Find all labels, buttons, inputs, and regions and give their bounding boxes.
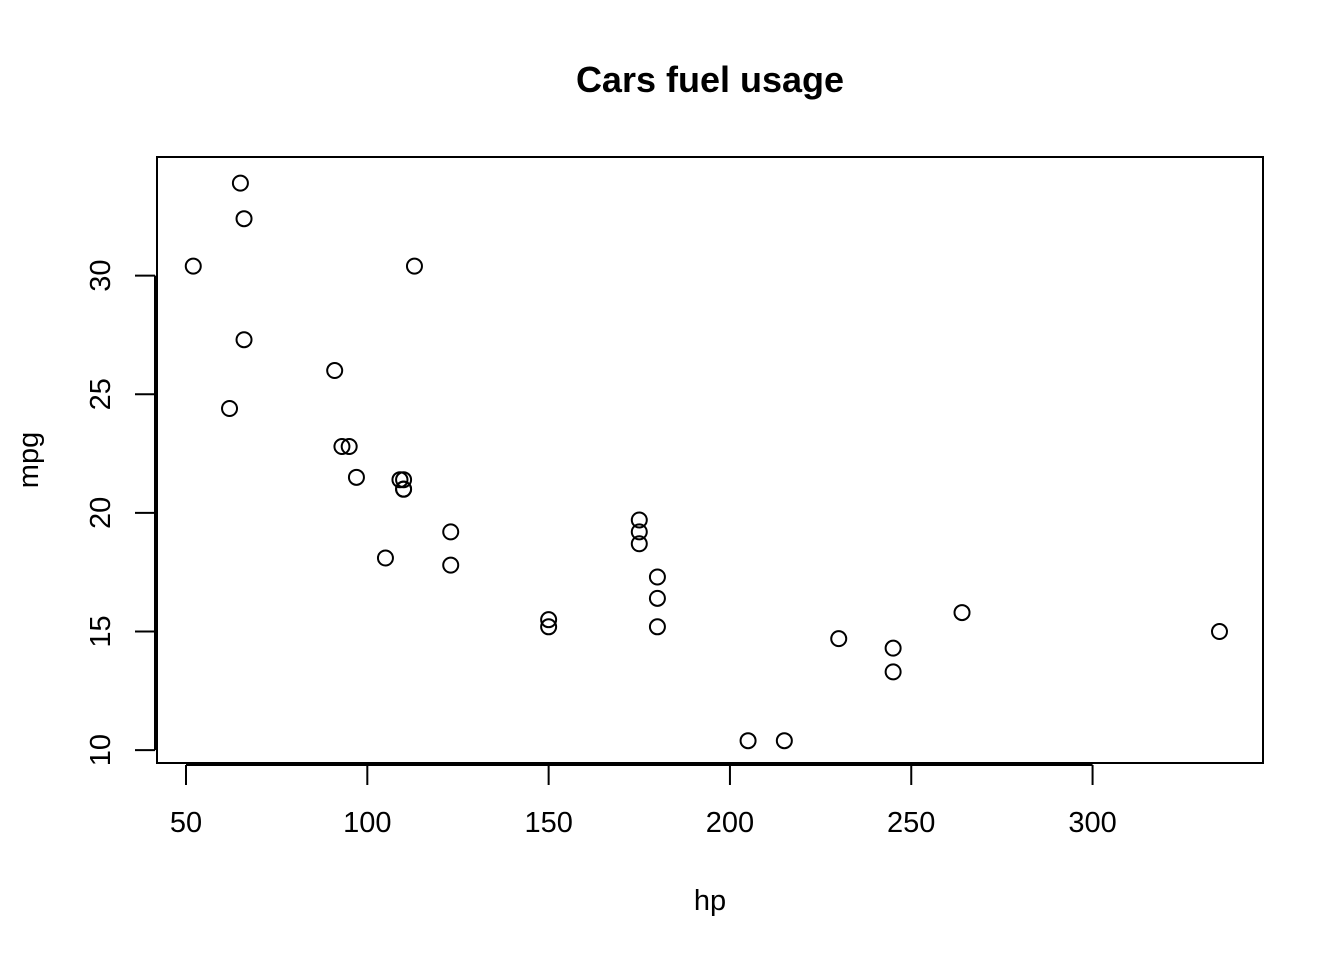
data-point — [775, 732, 793, 750]
data-point — [347, 468, 365, 486]
data-point — [442, 523, 460, 541]
y-axis-label: mpg — [13, 432, 45, 488]
plot-frame — [156, 156, 1264, 764]
chart-title: Cars fuel usage — [576, 59, 844, 100]
data-point — [630, 535, 648, 553]
data-point — [884, 663, 902, 681]
y-tick-label: 25 — [85, 378, 117, 410]
data-point — [648, 568, 666, 586]
data-point — [333, 437, 351, 455]
y-tick-label: 20 — [85, 497, 117, 529]
data-point — [884, 639, 902, 657]
data-point — [739, 732, 757, 750]
x-tick-label: 200 — [706, 807, 754, 839]
data-point — [184, 257, 202, 275]
data-point — [630, 511, 648, 529]
data-points — [184, 174, 1228, 750]
data-point — [326, 362, 344, 380]
data-point — [648, 589, 666, 607]
x-tick-label: 150 — [524, 807, 572, 839]
data-point — [395, 480, 413, 498]
data-point — [231, 174, 249, 192]
data-point — [395, 471, 413, 489]
y-axis: 10 15 20 25 30 — [85, 260, 156, 766]
x-axis: 50 100 150 200 250 300 — [170, 764, 1117, 839]
data-point — [648, 618, 666, 636]
x-tick-label: 250 — [887, 807, 935, 839]
x-tick-label: 300 — [1068, 807, 1116, 839]
y-tick-label: 15 — [85, 615, 117, 647]
data-point — [221, 400, 239, 418]
data-point — [376, 549, 394, 567]
data-point — [630, 523, 648, 541]
data-point — [405, 257, 423, 275]
x-tick-label: 50 — [170, 807, 202, 839]
data-point — [1210, 623, 1228, 641]
y-tick-label: 30 — [85, 260, 117, 292]
data-point — [391, 471, 409, 489]
data-point — [235, 331, 253, 349]
data-point — [830, 630, 848, 648]
y-tick-label: 10 — [85, 734, 117, 766]
data-point — [235, 210, 253, 228]
data-point — [540, 618, 558, 636]
data-point — [540, 611, 558, 629]
data-point — [340, 437, 358, 455]
data-point — [442, 556, 460, 574]
data-point — [953, 604, 971, 622]
x-axis-label: hp — [694, 885, 726, 917]
x-tick-label: 100 — [343, 807, 391, 839]
